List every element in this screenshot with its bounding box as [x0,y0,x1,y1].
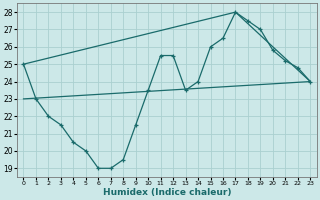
X-axis label: Humidex (Indice chaleur): Humidex (Indice chaleur) [103,188,231,197]
